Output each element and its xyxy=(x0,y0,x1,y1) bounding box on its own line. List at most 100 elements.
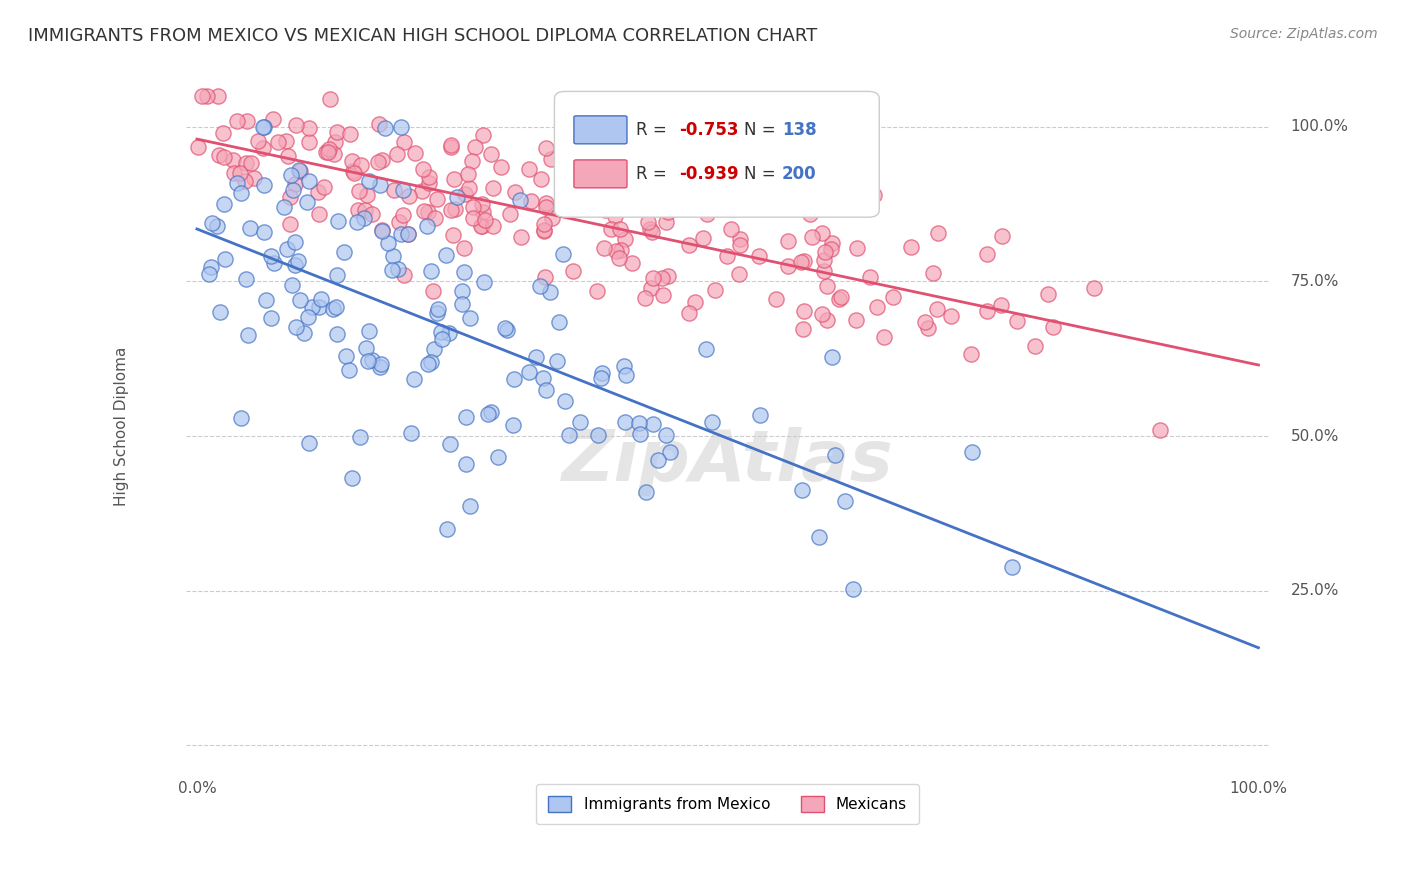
Mexicans xyxy=(815,313,838,327)
Mexicans xyxy=(225,114,247,128)
Immigrants from Mexico xyxy=(253,120,276,134)
Text: 138: 138 xyxy=(782,120,817,139)
Text: 25.0%: 25.0% xyxy=(1291,583,1339,599)
Mexicans xyxy=(536,196,558,211)
Mexicans xyxy=(530,171,553,186)
Immigrants from Mexico xyxy=(399,425,422,440)
Mexicans xyxy=(609,221,631,235)
Immigrants from Mexico xyxy=(281,183,304,197)
Mexicans xyxy=(925,301,948,316)
Mexicans xyxy=(681,198,703,212)
Mexicans xyxy=(976,247,998,261)
Mexicans xyxy=(195,89,218,103)
Mexicans xyxy=(640,281,662,295)
Mexicans xyxy=(1042,320,1064,334)
Immigrants from Mexico xyxy=(325,300,347,314)
Immigrants from Mexico xyxy=(357,324,380,338)
Mexicans xyxy=(422,285,444,299)
Mexicans xyxy=(533,224,555,238)
Mexicans xyxy=(367,155,389,169)
Immigrants from Mexico xyxy=(474,275,496,289)
Legend: Immigrants from Mexico, Mexicans: Immigrants from Mexico, Mexicans xyxy=(536,784,920,824)
Mexicans xyxy=(413,203,436,218)
Mexicans xyxy=(224,166,246,180)
Immigrants from Mexico xyxy=(451,297,474,311)
Text: IMMIGRANTS FROM MEXICO VS MEXICAN HIGH SCHOOL DIPLOMA CORRELATION CHART: IMMIGRANTS FROM MEXICO VS MEXICAN HIGH S… xyxy=(28,27,817,45)
Mexicans xyxy=(416,205,439,219)
Text: ZipAtlas: ZipAtlas xyxy=(562,427,894,496)
Mexicans xyxy=(461,201,484,215)
Immigrants from Mexico xyxy=(295,194,318,209)
Immigrants from Mexico xyxy=(229,410,252,425)
Mexicans xyxy=(607,252,630,266)
Text: Source: ZipAtlas.com: Source: ZipAtlas.com xyxy=(1230,27,1378,41)
Immigrants from Mexico xyxy=(387,262,409,277)
Mexicans xyxy=(1036,286,1059,301)
Immigrants from Mexico xyxy=(453,265,475,279)
Mexicans xyxy=(461,211,484,226)
Mexicans xyxy=(441,228,464,243)
Mexicans xyxy=(620,256,643,270)
Mexicans xyxy=(634,291,657,305)
Mexicans xyxy=(461,153,484,168)
Immigrants from Mexico xyxy=(377,236,399,251)
Mexicans xyxy=(278,190,301,204)
Immigrants from Mexico xyxy=(346,215,368,229)
Mexicans xyxy=(347,203,370,218)
Immigrants from Mexico xyxy=(419,264,441,278)
Mexicans xyxy=(778,259,800,273)
Mexicans xyxy=(510,230,533,244)
Immigrants from Mexico xyxy=(517,365,540,379)
Immigrants from Mexico xyxy=(426,301,449,316)
Mexicans xyxy=(240,156,263,170)
Mexicans xyxy=(318,145,340,160)
Immigrants from Mexico xyxy=(591,371,613,385)
Immigrants from Mexico xyxy=(235,272,257,286)
Mexicans xyxy=(440,138,463,153)
Mexicans xyxy=(779,189,801,203)
Mexicans xyxy=(246,134,269,148)
Mexicans xyxy=(637,215,659,229)
Immigrants from Mexico xyxy=(281,278,304,293)
Immigrants from Mexico xyxy=(333,244,356,259)
Mexicans xyxy=(619,199,641,213)
Mexicans xyxy=(233,174,256,188)
Immigrants from Mexico xyxy=(389,120,412,134)
Immigrants from Mexico xyxy=(834,493,856,508)
Mexicans xyxy=(720,222,742,236)
Immigrants from Mexico xyxy=(434,248,457,262)
Mexicans xyxy=(208,148,231,162)
Immigrants from Mexico xyxy=(647,453,669,467)
Mexicans xyxy=(440,140,463,154)
Immigrants from Mexico xyxy=(808,530,831,544)
Immigrants from Mexico xyxy=(254,293,277,308)
Immigrants from Mexico xyxy=(613,359,636,373)
Immigrants from Mexico xyxy=(284,258,307,272)
Mexicans xyxy=(425,211,447,226)
Immigrants from Mexico xyxy=(426,305,449,319)
Immigrants from Mexico xyxy=(370,223,392,237)
Mexicans xyxy=(585,155,607,169)
Mexicans xyxy=(1149,423,1171,437)
Immigrants from Mexico xyxy=(357,353,380,368)
Mexicans xyxy=(471,196,494,211)
Immigrants from Mexico xyxy=(446,190,468,204)
Mexicans xyxy=(652,287,675,301)
Mexicans xyxy=(412,162,434,177)
Immigrants from Mexico xyxy=(297,310,319,324)
Mexicans xyxy=(790,255,813,269)
Mexicans xyxy=(792,322,814,336)
Mexicans xyxy=(454,186,477,201)
Mexicans xyxy=(443,171,465,186)
Immigrants from Mexico xyxy=(439,326,461,340)
Mexicans xyxy=(882,290,904,304)
Mexicans xyxy=(472,128,495,143)
Mexicans xyxy=(312,179,335,194)
Mexicans xyxy=(474,213,496,227)
Immigrants from Mexico xyxy=(494,321,516,335)
Mexicans xyxy=(990,298,1012,312)
Mexicans xyxy=(385,147,408,161)
Mexicans xyxy=(939,309,962,323)
Mexicans xyxy=(1005,314,1028,328)
Mexicans xyxy=(308,185,330,199)
